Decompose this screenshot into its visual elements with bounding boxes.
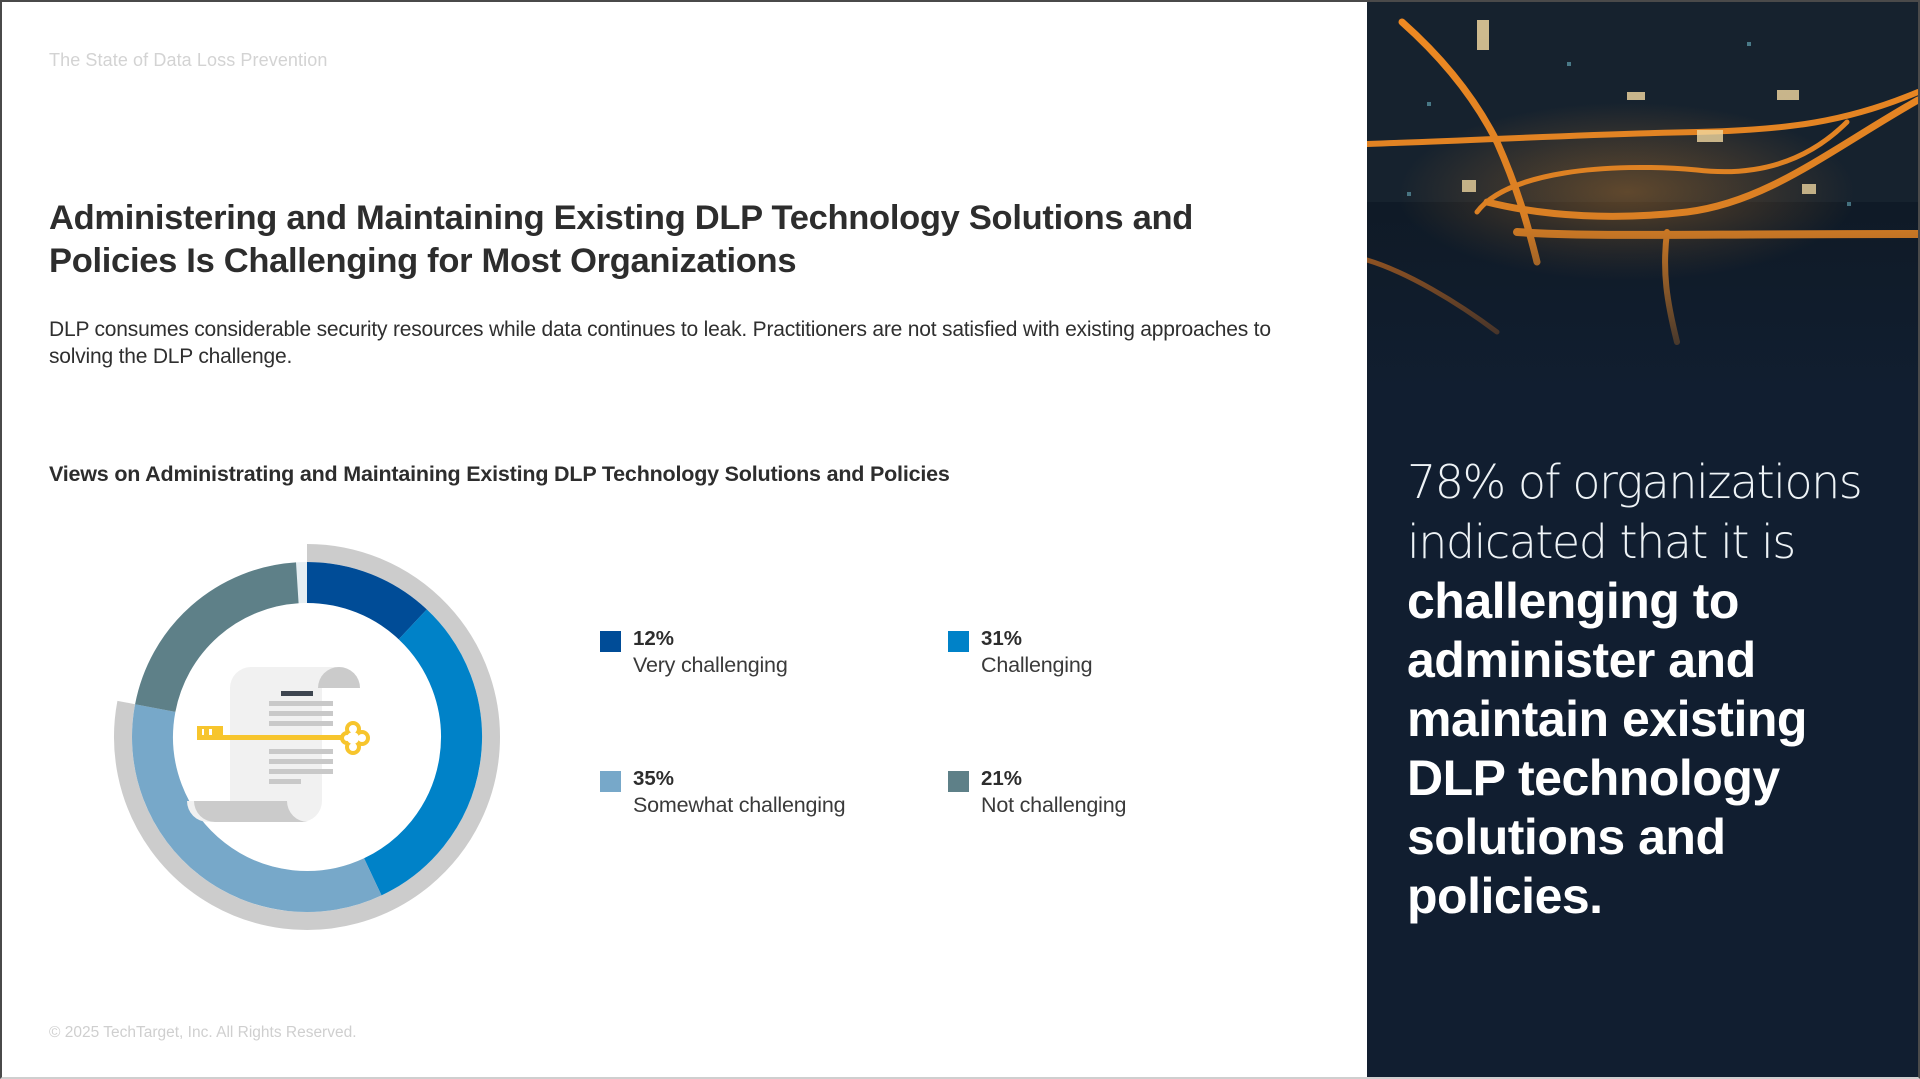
donut-segment-challenging [363,609,482,896]
donut-segment-not-challenging [135,562,300,713]
legend-swatch [600,771,621,792]
chart-title: Views on Administrating and Maintaining … [49,462,950,486]
donut-segments [114,544,500,930]
legend-percent: 35% [633,767,675,790]
legend-swatch [948,771,969,792]
donut-chart [114,544,500,930]
legend-swatch [948,631,969,652]
intro-paragraph: DLP consumes considerable security resou… [49,318,1271,368]
content-area: The State of Data Loss Prevention Admini… [49,50,1271,1041]
legend-percent: 12% [633,627,675,650]
callout-statistic: 78% of organizations indicated that it i… [1407,452,1887,926]
highlight-ring [114,544,500,930]
report-title: The State of Data Loss Prevention [49,50,328,70]
callout-light-text: 78% of organizations indicated that it i… [1407,455,1863,569]
legend-swatch [600,631,621,652]
legend-percent: 31% [981,627,1023,650]
callout-bold-text: challenging to administer and maintain e… [1407,573,1807,924]
legend-label: Somewhat challenging [633,793,846,817]
legend-label: Challenging [981,653,1093,677]
document-key-icon [187,667,370,822]
copyright-footer: © 2025 TechTarget, Inc. All Rights Reser… [49,1024,357,1041]
donut-segment-somewhat-challenging [132,704,382,912]
page-headline: Administering and Maintaining Existing D… [49,199,1194,280]
legend-percent: 21% [981,767,1023,790]
legend-label: Not challenging [981,793,1127,817]
legend-label: Very challenging [633,653,788,677]
city-night-photo [1367,2,1918,392]
callout-panel: 78% of organizations indicated that it i… [1367,2,1918,1077]
donut-segment-very-challenging [306,562,427,640]
